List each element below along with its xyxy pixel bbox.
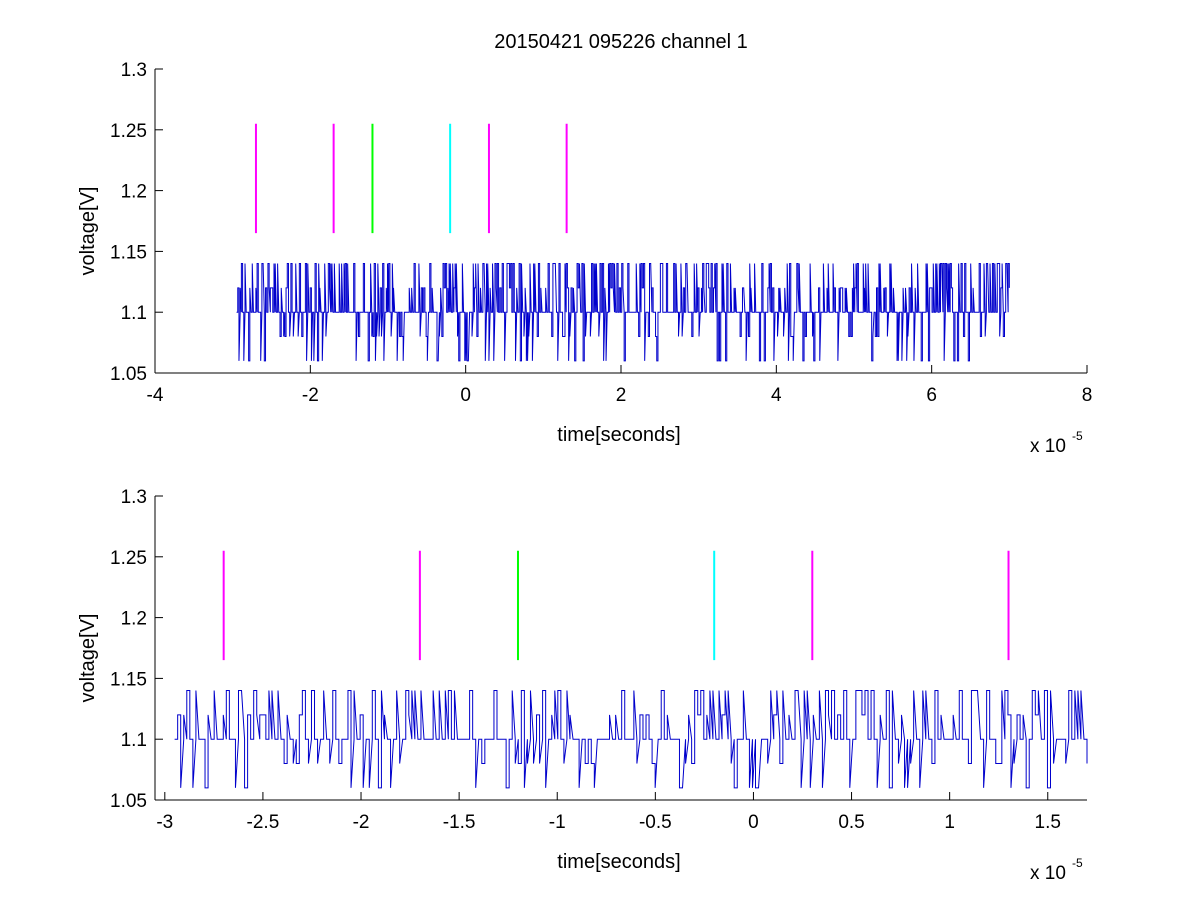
x-tick-label: 1 (944, 812, 955, 833)
x-tick-label: -1.5 (443, 812, 476, 833)
x-tick-label: 0.5 (838, 812, 864, 833)
x-tick-label: -3 (156, 812, 173, 833)
x-axis-multiplier-exponent: -5 (1072, 429, 1083, 443)
y-tick-label: 1.1 (121, 730, 147, 751)
y-tick-label: 1.1 (121, 303, 147, 324)
y-axis-label: voltage[V] (77, 187, 99, 276)
x-tick-label: -2 (302, 385, 319, 406)
x-axis-multiplier-exponent: -5 (1072, 856, 1083, 870)
y-tick-label: 1.15 (110, 669, 147, 690)
y-tick-label: 1.05 (110, 791, 147, 812)
y-tick-label: 1.3 (121, 60, 147, 81)
x-tick-label: 2 (616, 385, 627, 406)
x-tick-label: -2 (353, 812, 370, 833)
y-tick-label: 1.15 (110, 242, 147, 263)
x-tick-label: 1.5 (1035, 812, 1061, 833)
x-tick-label: 8 (1082, 385, 1093, 406)
figure-title: 20150421 095226 channel 1 (494, 31, 748, 53)
x-axis-label: time[seconds] (557, 851, 680, 873)
x-tick-label: -0.5 (639, 812, 672, 833)
y-tick-label: 1.3 (121, 487, 147, 508)
x-tick-label: -2.5 (247, 812, 280, 833)
bottom-axes: -3 -2.5 -2 -1.5 -1 -0.5 0 0.5 1 1.5 1.05 1.1 1.15 1.2… (77, 487, 1088, 884)
y-tick-label: 1.2 (121, 182, 147, 203)
top-axes: -4 -2 0 2 4 6 8 1.05 1.1 1.15 1.2 1.25 1.3 time[secon… (77, 60, 1092, 457)
y-axis-label: voltage[V] (77, 614, 99, 703)
y-tick-label: 1.25 (110, 121, 147, 142)
x-tick-label: 0 (460, 385, 471, 406)
x-axis-multiplier: x 10 (1030, 863, 1066, 884)
x-axis-multiplier: x 10 (1030, 436, 1066, 457)
x-tick-label: 6 (926, 385, 937, 406)
signal-trace (174, 690, 1088, 789)
y-tick-label: 1.2 (121, 609, 147, 630)
x-tick-label: -4 (147, 385, 164, 406)
y-tick-label: 1.25 (110, 548, 147, 569)
x-axis-label: time[seconds] (557, 424, 680, 446)
x-tick-label: -1 (549, 812, 566, 833)
signal-trace (236, 263, 1010, 362)
y-tick-label: 1.05 (110, 364, 147, 385)
x-tick-label: 0 (748, 812, 759, 833)
x-tick-label: 4 (771, 385, 782, 406)
